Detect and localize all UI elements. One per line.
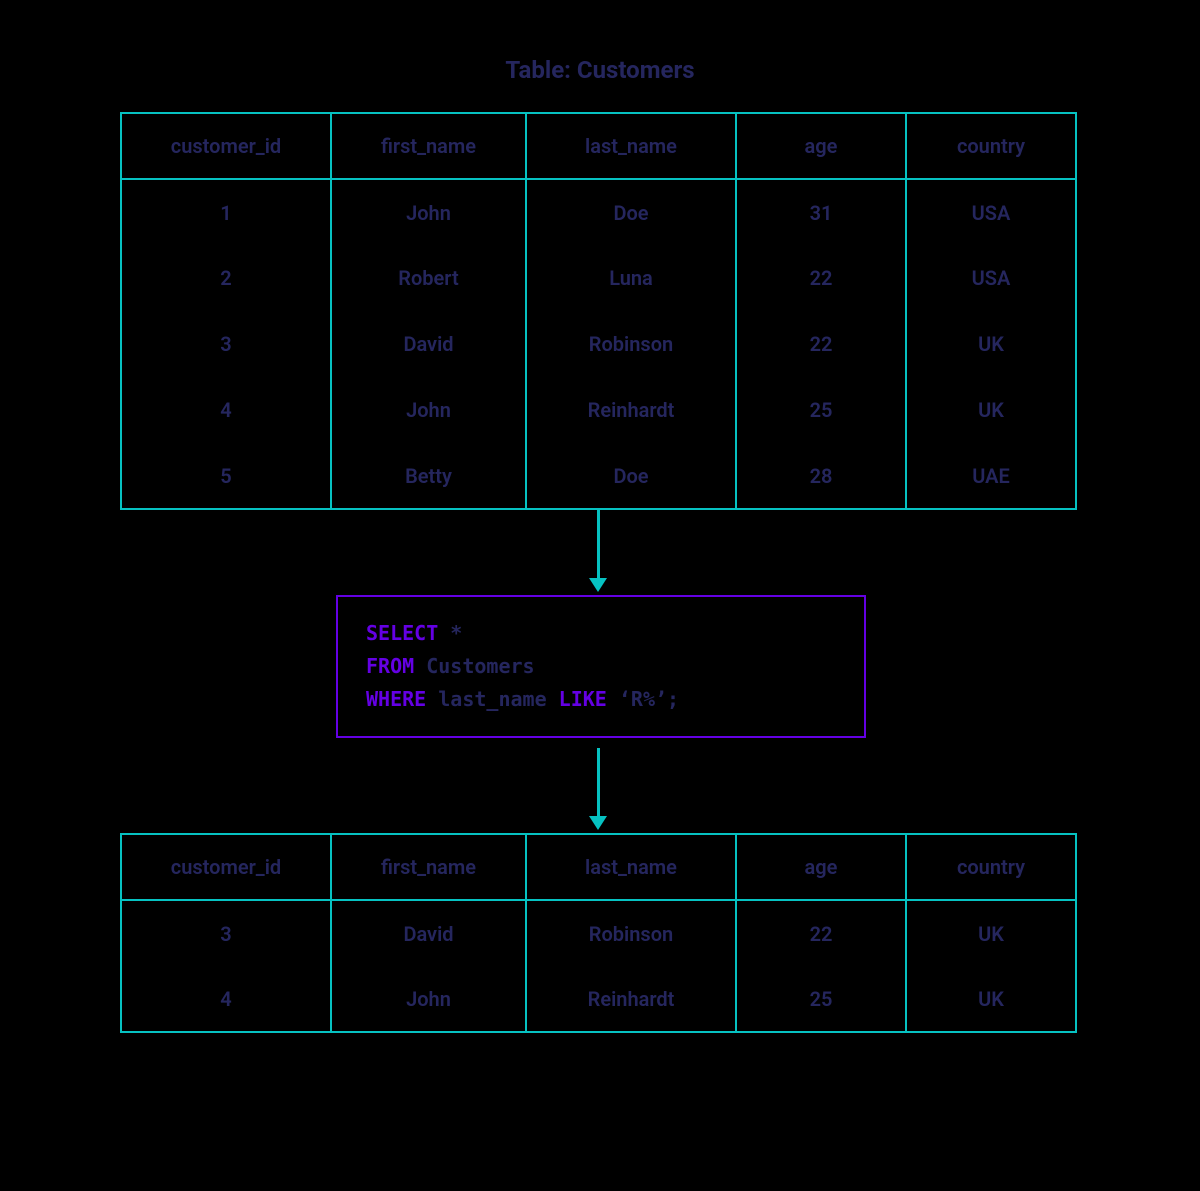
table-header-row: customer_idfirst_namelast_nameagecountry [121,113,1076,179]
sql-text: last_name [426,687,558,711]
table-row: 3DavidRobinson22UK [121,311,1076,377]
table-cell: USA [906,179,1076,245]
table-cell: Robinson [526,900,736,966]
table-cell: 3 [121,311,331,377]
table-row: 3DavidRobinson22UK [121,900,1076,966]
table-cell: UAE [906,443,1076,509]
table-cell: 31 [736,179,906,245]
table-cell: 22 [736,245,906,311]
table-row: 4JohnReinhardt25UK [121,966,1076,1032]
table-cell: 3 [121,900,331,966]
table-cell: 25 [736,377,906,443]
table-body: 1JohnDoe31USA2RobertLuna22USA3DavidRobin… [121,179,1076,509]
sql-text: ‘R%’; [607,687,679,711]
table-cell: Betty [331,443,526,509]
column-header: last_name [526,113,736,179]
table-cell: 4 [121,966,331,1032]
flow-arrow-head [589,816,607,830]
table-cell: 2 [121,245,331,311]
sql-keyword: SELECT [366,621,438,645]
table-cell: 28 [736,443,906,509]
diagram-title: Table: Customers [0,56,1200,84]
sql-keyword: FROM [366,654,414,678]
table-cell: David [331,900,526,966]
table-cell: 22 [736,311,906,377]
table-cell: Doe [526,443,736,509]
table-cell: Reinhardt [526,377,736,443]
column-header: age [736,113,906,179]
table-cell: UK [906,900,1076,966]
column-header: country [906,113,1076,179]
table-row: 2RobertLuna22USA [121,245,1076,311]
table-cell: 4 [121,377,331,443]
column-header: customer_id [121,113,331,179]
sql-keyword: LIKE [559,687,607,711]
diagram-canvas: Table: Customers customer_idfirst_namela… [0,0,1200,1191]
table-cell: 22 [736,900,906,966]
column-header: first_name [331,113,526,179]
table-cell: 5 [121,443,331,509]
sql-text: * [438,621,462,645]
table-cell: Doe [526,179,736,245]
table-cell: 25 [736,966,906,1032]
table-cell: 1 [121,179,331,245]
table-cell: John [331,179,526,245]
column-header: customer_id [121,834,331,900]
sql-query-box: SELECT * FROM Customers WHERE last_name LI… [336,595,866,738]
flow-arrow-line [597,510,600,580]
table-cell: John [331,377,526,443]
sql-text: Customers [414,654,534,678]
table-row: 5BettyDoe28UAE [121,443,1076,509]
flow-arrow-line [597,748,600,818]
table-cell: Robinson [526,311,736,377]
table-cell: UK [906,377,1076,443]
table-cell: UK [906,311,1076,377]
column-header: first_name [331,834,526,900]
table-cell: John [331,966,526,1032]
sql-keyword: WHERE [366,687,426,711]
table-cell: Luna [526,245,736,311]
table-cell: David [331,311,526,377]
result-table: customer_idfirst_namelast_nameagecountry… [120,833,1077,1033]
source-table: customer_idfirst_namelast_nameagecountry… [120,112,1077,510]
table-row: 4JohnReinhardt25UK [121,377,1076,443]
table-header-row: customer_idfirst_namelast_nameagecountry [121,834,1076,900]
table-cell: UK [906,966,1076,1032]
table-cell: USA [906,245,1076,311]
table-cell: Reinhardt [526,966,736,1032]
table-row: 1JohnDoe31USA [121,179,1076,245]
table-cell: Robert [331,245,526,311]
flow-arrow-head [589,578,607,592]
column-header: country [906,834,1076,900]
table-body: 3DavidRobinson22UK4JohnReinhardt25UK [121,900,1076,1032]
column-header: last_name [526,834,736,900]
column-header: age [736,834,906,900]
